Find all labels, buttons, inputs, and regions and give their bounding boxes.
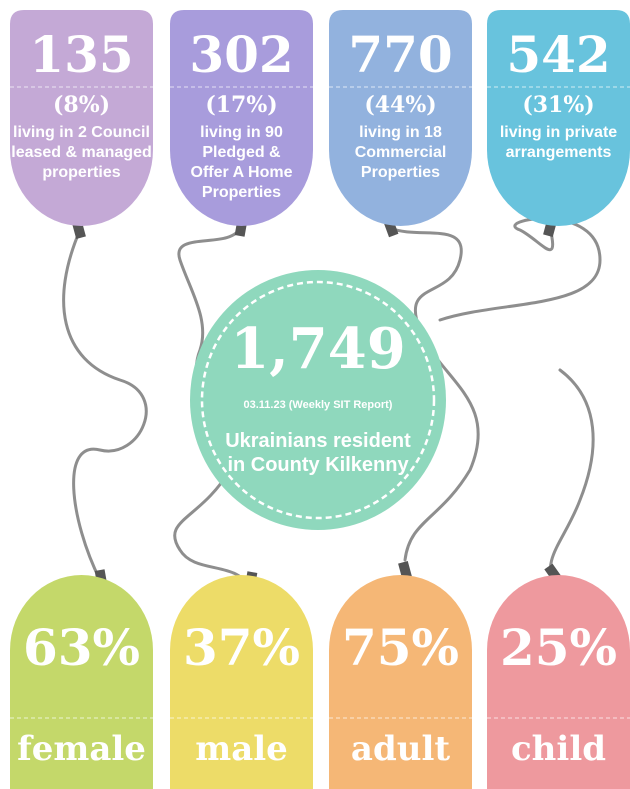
- center-circle: [190, 270, 446, 530]
- tag-text: Properties: [361, 164, 440, 181]
- tag-text: living in 90: [200, 124, 283, 141]
- tag-label: female: [17, 729, 146, 769]
- tag-percent: (8%): [53, 92, 110, 118]
- tag-label: male: [195, 729, 288, 769]
- tag-percent: (44%): [364, 92, 436, 118]
- tag-number: 302: [189, 25, 293, 84]
- bottom-tag: [170, 575, 313, 789]
- tag-percent: (31%): [522, 92, 594, 118]
- tag-text: Offer A Home: [191, 164, 293, 181]
- tag-text: living in private: [500, 124, 617, 141]
- center-date: 03.11.23 (Weekly SIT Report): [244, 399, 393, 411]
- center-text: in County Kilkenny: [227, 454, 409, 476]
- top-tag: [10, 10, 153, 226]
- tag-percent: 37%: [183, 618, 300, 677]
- tag-text: arrangements: [506, 144, 612, 161]
- tag-number: 135: [29, 25, 133, 84]
- tag-text: leased & managed: [11, 144, 152, 161]
- tag-text: living in 2 Council: [13, 124, 150, 141]
- center-ring: [200, 280, 436, 520]
- center-number: 1,749: [230, 316, 405, 382]
- tag-percent: 25%: [500, 618, 617, 677]
- bottom-tag: [329, 575, 472, 789]
- tag-number: 770: [348, 25, 452, 84]
- tag-percent: 63%: [23, 618, 140, 677]
- tag-number: 542: [506, 25, 610, 84]
- tag-label: adult: [351, 729, 450, 769]
- center-text: Ukrainians resident: [225, 430, 411, 452]
- top-tag: [170, 10, 313, 226]
- tag-percent: 75%: [342, 618, 459, 677]
- top-tag: [329, 10, 472, 226]
- tag-text: Commercial: [355, 144, 447, 161]
- tag-text: properties: [42, 164, 120, 181]
- tags: 135 (8%) living in 2 Council leased & manag…: [10, 10, 630, 789]
- top-tag: [487, 10, 630, 226]
- tag-text: living in 18: [359, 124, 442, 141]
- tag-percent: (17%): [205, 92, 277, 118]
- bottom-tag: [487, 575, 630, 789]
- tag-text: Pledged &: [202, 144, 281, 161]
- bottom-tag: [10, 575, 153, 789]
- tag-text: Properties: [202, 184, 281, 201]
- tag-label: child: [511, 729, 606, 769]
